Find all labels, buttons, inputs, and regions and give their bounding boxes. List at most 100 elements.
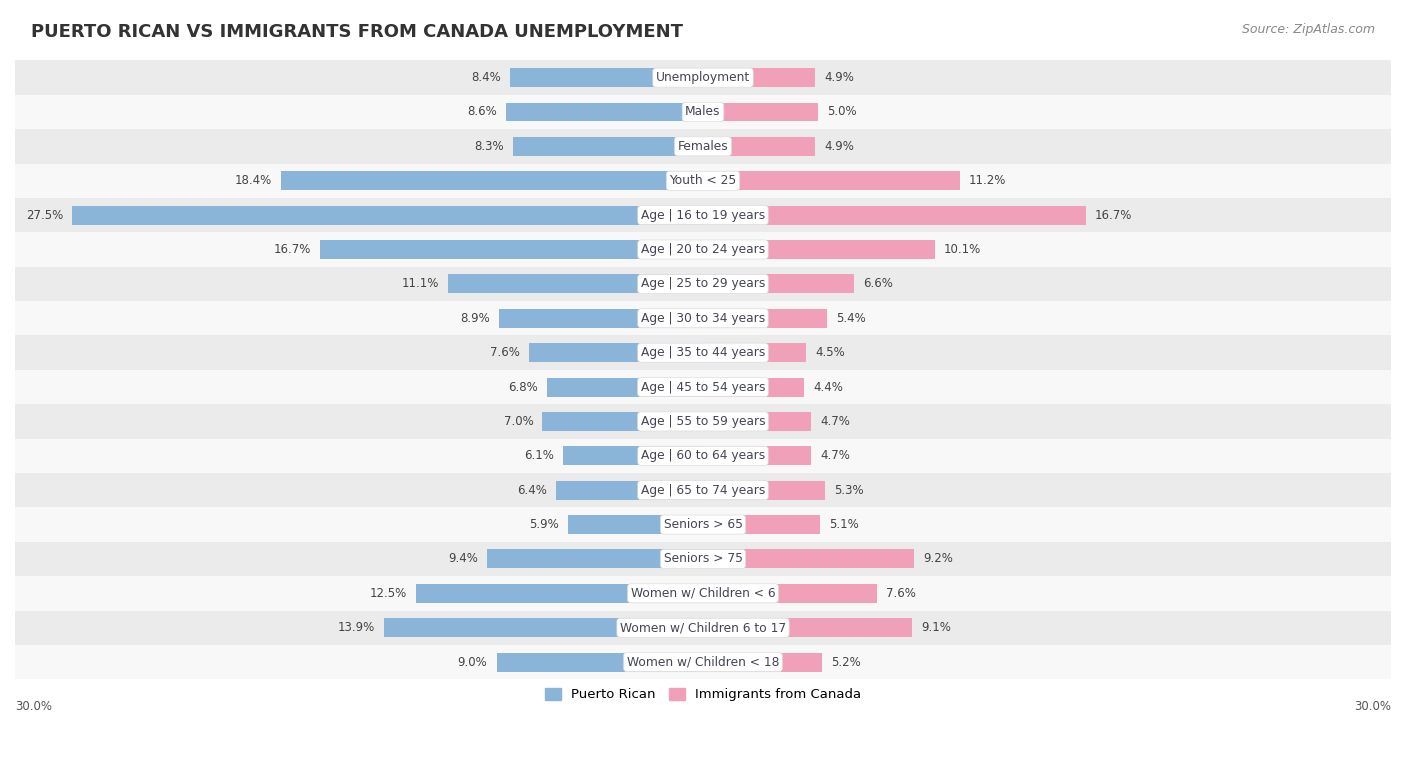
Text: 18.4%: 18.4% — [235, 174, 271, 187]
Bar — [15, 232, 1391, 266]
Text: 7.6%: 7.6% — [886, 587, 917, 600]
Bar — [547, 378, 703, 397]
Text: 7.6%: 7.6% — [489, 346, 520, 359]
Text: Age | 65 to 74 years: Age | 65 to 74 years — [641, 484, 765, 497]
Text: 30.0%: 30.0% — [15, 700, 52, 713]
Text: 5.4%: 5.4% — [837, 312, 866, 325]
Bar — [703, 137, 815, 156]
Text: 8.9%: 8.9% — [460, 312, 489, 325]
Bar — [703, 171, 960, 190]
Text: Unemployment: Unemployment — [655, 71, 751, 84]
Text: 9.4%: 9.4% — [449, 553, 478, 565]
Text: Age | 55 to 59 years: Age | 55 to 59 years — [641, 415, 765, 428]
Text: 10.1%: 10.1% — [943, 243, 981, 256]
Text: Source: ZipAtlas.com: Source: ZipAtlas.com — [1241, 23, 1375, 36]
Text: 11.2%: 11.2% — [969, 174, 1007, 187]
Text: Seniors > 65: Seniors > 65 — [664, 518, 742, 531]
Text: 13.9%: 13.9% — [337, 621, 375, 634]
Bar — [703, 102, 818, 121]
Text: Age | 60 to 64 years: Age | 60 to 64 years — [641, 450, 765, 463]
Bar — [488, 550, 703, 569]
Text: 4.9%: 4.9% — [824, 140, 855, 153]
Text: 4.4%: 4.4% — [813, 381, 844, 394]
Text: 16.7%: 16.7% — [1095, 209, 1133, 222]
Bar — [703, 240, 935, 259]
Bar — [15, 404, 1391, 438]
Bar — [506, 102, 703, 121]
Bar — [703, 343, 806, 362]
Text: PUERTO RICAN VS IMMIGRANTS FROM CANADA UNEMPLOYMENT: PUERTO RICAN VS IMMIGRANTS FROM CANADA U… — [31, 23, 683, 41]
Bar — [543, 412, 703, 431]
Bar — [15, 129, 1391, 164]
Bar — [15, 611, 1391, 645]
Bar — [703, 550, 914, 569]
Bar — [703, 618, 911, 637]
Text: 6.1%: 6.1% — [524, 450, 554, 463]
Bar — [557, 481, 703, 500]
Text: 6.6%: 6.6% — [863, 277, 893, 291]
Text: 8.3%: 8.3% — [474, 140, 503, 153]
Text: 8.6%: 8.6% — [467, 105, 496, 119]
Bar — [703, 68, 815, 87]
Text: Age | 20 to 24 years: Age | 20 to 24 years — [641, 243, 765, 256]
Bar — [72, 206, 703, 225]
Text: 4.7%: 4.7% — [820, 415, 849, 428]
Text: 12.5%: 12.5% — [370, 587, 408, 600]
Text: 9.2%: 9.2% — [924, 553, 953, 565]
Text: 9.1%: 9.1% — [921, 621, 950, 634]
Bar — [564, 447, 703, 466]
Bar — [703, 481, 824, 500]
Text: 5.3%: 5.3% — [834, 484, 863, 497]
Text: Age | 30 to 34 years: Age | 30 to 34 years — [641, 312, 765, 325]
Text: Women w/ Children 6 to 17: Women w/ Children 6 to 17 — [620, 621, 786, 634]
Bar — [703, 412, 811, 431]
Text: Seniors > 75: Seniors > 75 — [664, 553, 742, 565]
Bar — [15, 473, 1391, 507]
Bar — [15, 335, 1391, 370]
Text: 7.0%: 7.0% — [503, 415, 533, 428]
Bar — [416, 584, 703, 603]
Bar — [703, 275, 855, 294]
Bar — [499, 309, 703, 328]
Text: Age | 25 to 29 years: Age | 25 to 29 years — [641, 277, 765, 291]
Text: 16.7%: 16.7% — [273, 243, 311, 256]
Text: 6.8%: 6.8% — [508, 381, 538, 394]
Text: 4.7%: 4.7% — [820, 450, 849, 463]
Bar — [15, 301, 1391, 335]
Text: 5.1%: 5.1% — [830, 518, 859, 531]
Bar — [529, 343, 703, 362]
Bar — [384, 618, 703, 637]
Bar — [15, 266, 1391, 301]
Bar — [15, 576, 1391, 611]
Text: Age | 35 to 44 years: Age | 35 to 44 years — [641, 346, 765, 359]
Text: 30.0%: 30.0% — [1354, 700, 1391, 713]
Text: Age | 45 to 54 years: Age | 45 to 54 years — [641, 381, 765, 394]
Bar — [15, 61, 1391, 95]
Bar — [513, 137, 703, 156]
Bar — [703, 584, 877, 603]
Bar — [15, 645, 1391, 679]
Legend: Puerto Rican, Immigrants from Canada: Puerto Rican, Immigrants from Canada — [540, 683, 866, 707]
Text: 8.4%: 8.4% — [471, 71, 501, 84]
Text: 5.0%: 5.0% — [827, 105, 856, 119]
Bar — [281, 171, 703, 190]
Text: 9.0%: 9.0% — [458, 656, 488, 668]
Bar — [15, 198, 1391, 232]
Text: 11.1%: 11.1% — [402, 277, 439, 291]
Text: 4.5%: 4.5% — [815, 346, 845, 359]
Bar — [703, 206, 1085, 225]
Bar — [510, 68, 703, 87]
Bar — [321, 240, 703, 259]
Text: 4.9%: 4.9% — [824, 71, 855, 84]
Bar — [703, 515, 820, 534]
Text: 5.9%: 5.9% — [529, 518, 558, 531]
Bar — [15, 95, 1391, 129]
Text: Males: Males — [685, 105, 721, 119]
Text: Females: Females — [678, 140, 728, 153]
Bar — [703, 378, 804, 397]
Text: Women w/ Children < 6: Women w/ Children < 6 — [631, 587, 775, 600]
Bar — [703, 653, 823, 671]
Bar — [496, 653, 703, 671]
Bar — [15, 542, 1391, 576]
Text: Women w/ Children < 18: Women w/ Children < 18 — [627, 656, 779, 668]
